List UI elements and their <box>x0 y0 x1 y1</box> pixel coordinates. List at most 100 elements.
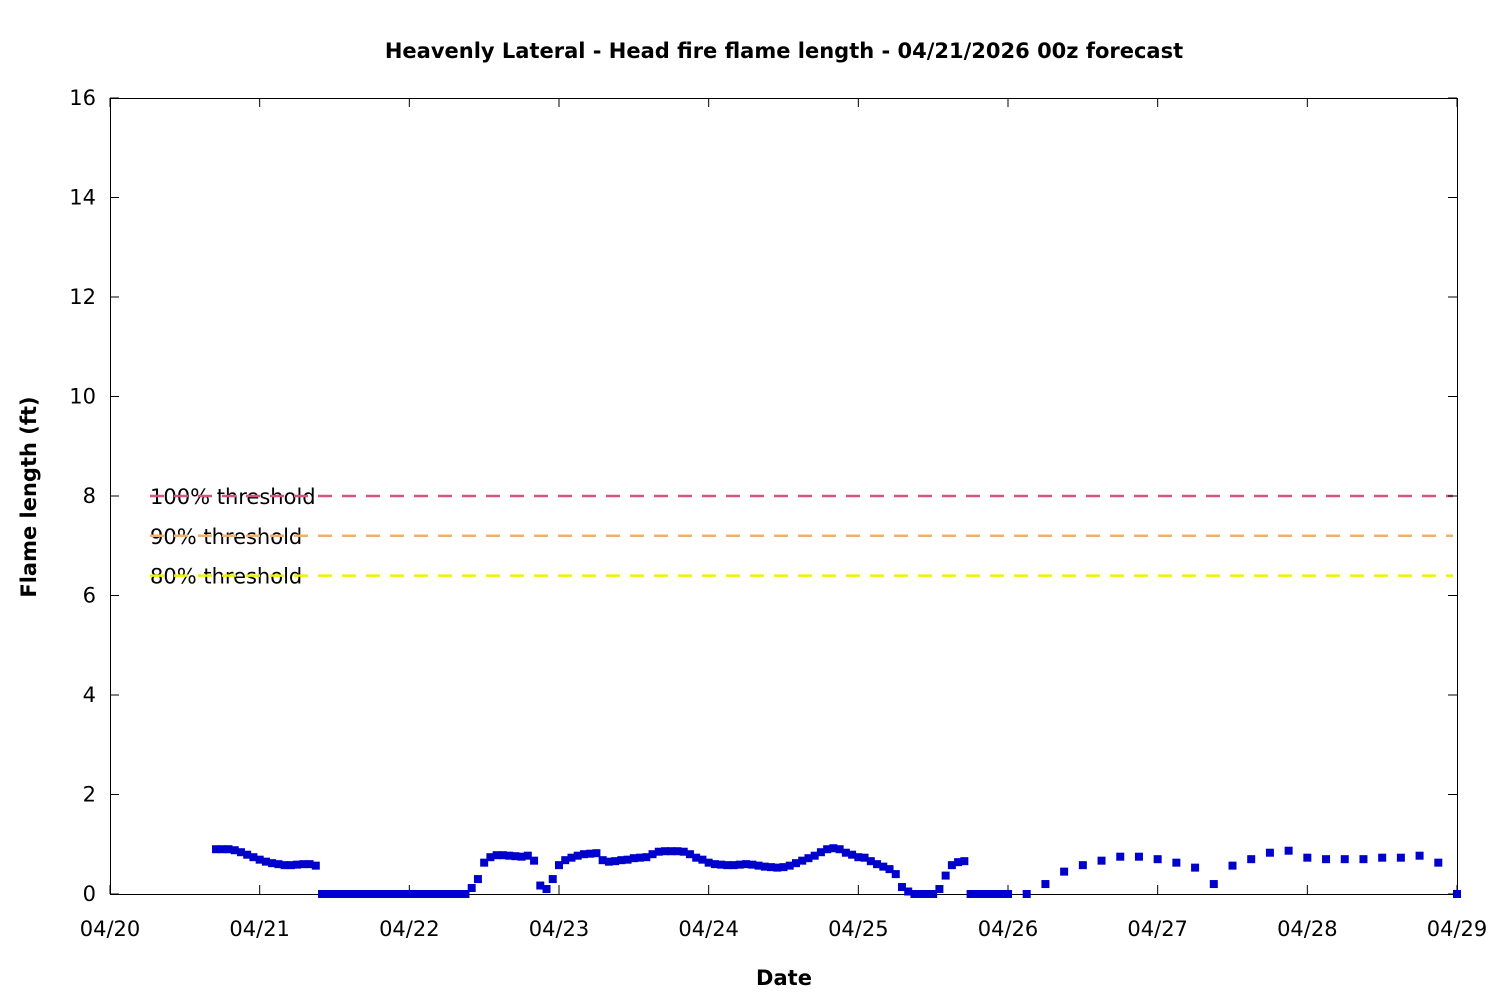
plot-frame <box>110 98 1458 895</box>
data-point <box>536 881 545 890</box>
data-point <box>1453 890 1461 898</box>
data-point <box>355 890 364 898</box>
data-point <box>573 851 582 860</box>
data-point <box>679 847 688 856</box>
data-point <box>424 890 433 898</box>
data-point <box>1134 852 1143 861</box>
data-point <box>717 860 726 869</box>
data-point <box>966 890 975 898</box>
data-point <box>1097 856 1106 865</box>
data-point <box>804 854 813 863</box>
y-tick-label: 8 <box>83 484 96 508</box>
data-point <box>1004 890 1012 898</box>
data-point <box>854 853 863 862</box>
data-point <box>380 890 389 898</box>
data-point <box>1172 858 1181 867</box>
data-point <box>498 851 507 860</box>
data-point <box>929 890 938 898</box>
data-point <box>212 845 221 854</box>
y-tick-label: 4 <box>83 683 96 707</box>
y-tick-label: 2 <box>83 783 96 807</box>
data-point <box>492 851 501 860</box>
chart-title: Heavenly Lateral - Head fire flame lengt… <box>385 39 1183 63</box>
data-point <box>448 890 457 898</box>
data-point <box>1247 855 1256 864</box>
data-point <box>710 860 719 869</box>
data-point <box>548 875 557 884</box>
data-point <box>243 850 252 859</box>
x-tick-label: 04/22 <box>379 917 440 941</box>
x-tick-label: 04/25 <box>828 917 889 941</box>
data-point <box>561 856 570 865</box>
data-point <box>1209 880 1218 889</box>
data-point <box>866 857 875 866</box>
data-point <box>1116 852 1125 861</box>
data-point <box>810 851 819 860</box>
data-point <box>960 857 969 866</box>
data-point <box>611 857 620 866</box>
data-points <box>212 844 1461 898</box>
data-point <box>685 850 694 859</box>
data-point <box>985 890 994 898</box>
data-point <box>748 860 757 869</box>
data-point <box>767 863 776 872</box>
data-point <box>723 861 732 870</box>
data-point <box>224 845 233 854</box>
x-tick-label: 04/23 <box>529 917 590 941</box>
data-point <box>542 885 551 894</box>
data-point <box>1322 855 1331 864</box>
data-point <box>742 860 751 869</box>
data-point <box>1359 855 1368 864</box>
data-point <box>1191 863 1200 872</box>
data-point <box>505 851 514 860</box>
data-point <box>311 861 320 870</box>
data-point <box>773 863 782 872</box>
data-point <box>1434 858 1443 867</box>
data-point <box>349 890 358 898</box>
data-point <box>704 858 713 867</box>
data-point <box>598 856 607 865</box>
data-point <box>816 848 825 857</box>
data-point <box>442 890 451 898</box>
data-point <box>249 853 258 862</box>
data-point <box>330 890 339 898</box>
data-point <box>654 847 663 856</box>
data-point <box>947 861 956 870</box>
data-point <box>261 857 270 866</box>
data-point <box>255 855 264 864</box>
axis-ticks: 04/20 04/21 04/22 04/23 04/24 04/25 04/26 04/27… <box>69 86 1487 941</box>
data-point <box>904 887 913 896</box>
data-point <box>473 875 482 884</box>
data-point <box>860 853 869 862</box>
data-point <box>916 890 925 898</box>
x-axis-label: Date <box>756 966 812 990</box>
data-point <box>648 850 657 859</box>
data-point <box>1078 861 1087 870</box>
data-point <box>280 861 289 870</box>
data-point <box>954 858 963 867</box>
data-point <box>941 871 950 880</box>
data-point <box>236 848 245 857</box>
data-point <box>230 846 239 855</box>
data-point <box>873 860 882 869</box>
data-point <box>511 852 520 861</box>
x-tick-label: 04/24 <box>678 917 739 941</box>
data-point <box>530 856 539 865</box>
data-point <box>336 890 345 898</box>
data-point <box>274 860 283 869</box>
data-point <box>841 848 850 857</box>
data-point <box>604 857 613 866</box>
data-point <box>1378 853 1387 862</box>
data-point <box>586 849 595 858</box>
data-point <box>636 853 645 862</box>
data-point <box>293 860 302 869</box>
data-point <box>629 854 638 863</box>
data-point <box>286 861 295 870</box>
data-point <box>1041 880 1050 889</box>
data-point <box>1265 848 1274 857</box>
data-point <box>1022 890 1031 898</box>
data-point <box>1284 846 1293 855</box>
data-point <box>798 856 807 865</box>
